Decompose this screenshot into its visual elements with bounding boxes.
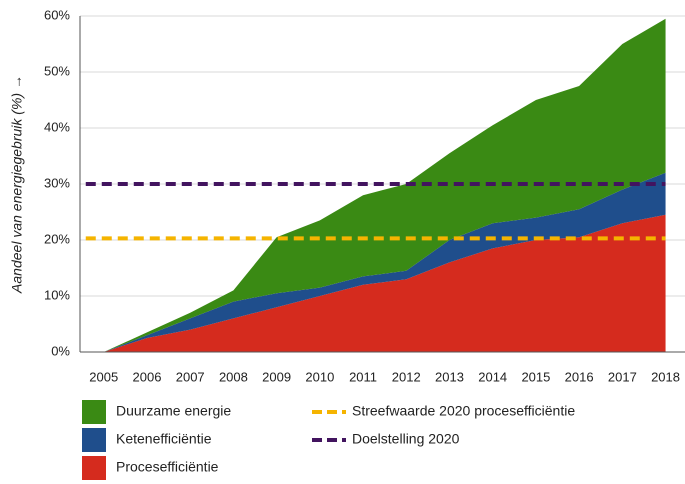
legend-swatch <box>82 400 106 424</box>
y-tick-label: 40% <box>44 119 70 134</box>
x-tick-label: 2008 <box>219 369 248 384</box>
y-tick-label: 0% <box>51 343 70 358</box>
y-tick-label: 60% <box>44 7 70 22</box>
legend-label: Ketenefficiëntie <box>116 431 212 447</box>
x-tick-label: 2012 <box>392 369 421 384</box>
area <box>103 214 666 352</box>
legend-swatch <box>82 428 106 452</box>
legend-label: Duurzame energie <box>116 403 231 419</box>
x-tick-label: 2015 <box>521 369 550 384</box>
y-tick-label: 30% <box>44 175 70 190</box>
area <box>103 172 666 352</box>
x-tick-label: 2018 <box>651 369 680 384</box>
x-tick-label: 2016 <box>565 369 594 384</box>
x-tick-label: 2005 <box>89 369 118 384</box>
x-tick-label: 2009 <box>262 369 291 384</box>
y-tick-label: 50% <box>44 63 70 78</box>
legend-label: Procesefficiëntie <box>116 459 219 475</box>
y-tick-label: 20% <box>44 231 70 246</box>
x-tick-label: 2011 <box>349 369 377 384</box>
legend-label: Streefwaarde 2020 procesefficiëntie <box>352 403 575 419</box>
y-axis-title: Aandeel van energiegebruik (%) → <box>9 75 25 294</box>
x-tick-label: 2006 <box>133 369 162 384</box>
legend-label: Doelstelling 2020 <box>352 431 460 447</box>
legend-swatch <box>82 456 106 480</box>
y-tick-label: 10% <box>44 287 70 302</box>
x-tick-label: 2013 <box>435 369 464 384</box>
x-tick-label: 2010 <box>305 369 334 384</box>
x-tick-label: 2014 <box>478 369 507 384</box>
x-tick-label: 2017 <box>608 369 637 384</box>
x-tick-label: 2007 <box>176 369 205 384</box>
